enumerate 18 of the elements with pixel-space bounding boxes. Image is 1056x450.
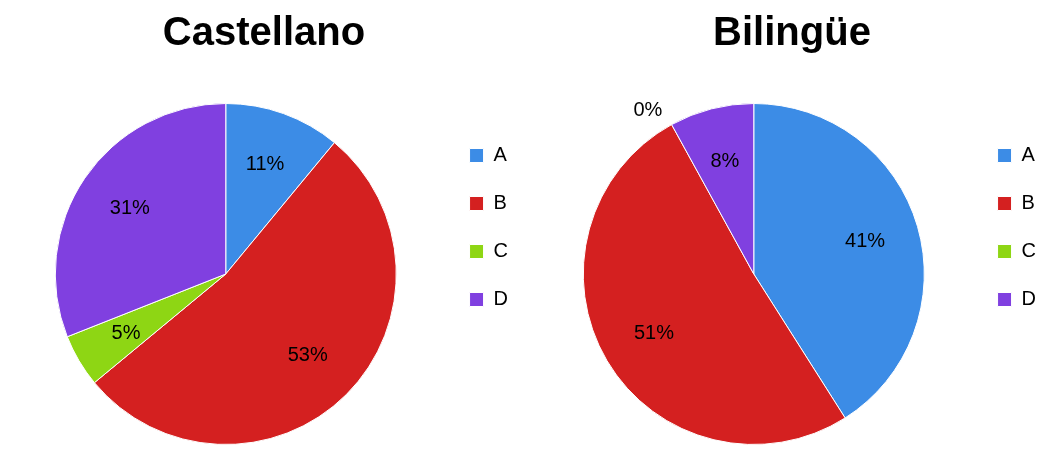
legend-label: D [1021, 287, 1037, 310]
legend-label: B [493, 191, 507, 214]
legend-label: B [1021, 191, 1035, 214]
chart-title: Bilingüe [713, 9, 871, 54]
text: 0% [633, 98, 663, 121]
chart-title: Castellano [162, 9, 366, 54]
legend-label: A [1021, 143, 1036, 166]
legend-label: C [493, 239, 509, 262]
legend-label: C [1021, 239, 1037, 262]
data-label: 8% [710, 149, 740, 172]
data-label: 11% [245, 152, 285, 175]
data-label: 5% [111, 320, 141, 343]
legend-label: A [493, 143, 508, 166]
data-label: 53% [287, 343, 328, 366]
data-label: 51% [633, 320, 675, 343]
legend-label: D [493, 287, 509, 310]
data-label: 41% [845, 229, 886, 252]
data-label: 31% [109, 196, 151, 219]
